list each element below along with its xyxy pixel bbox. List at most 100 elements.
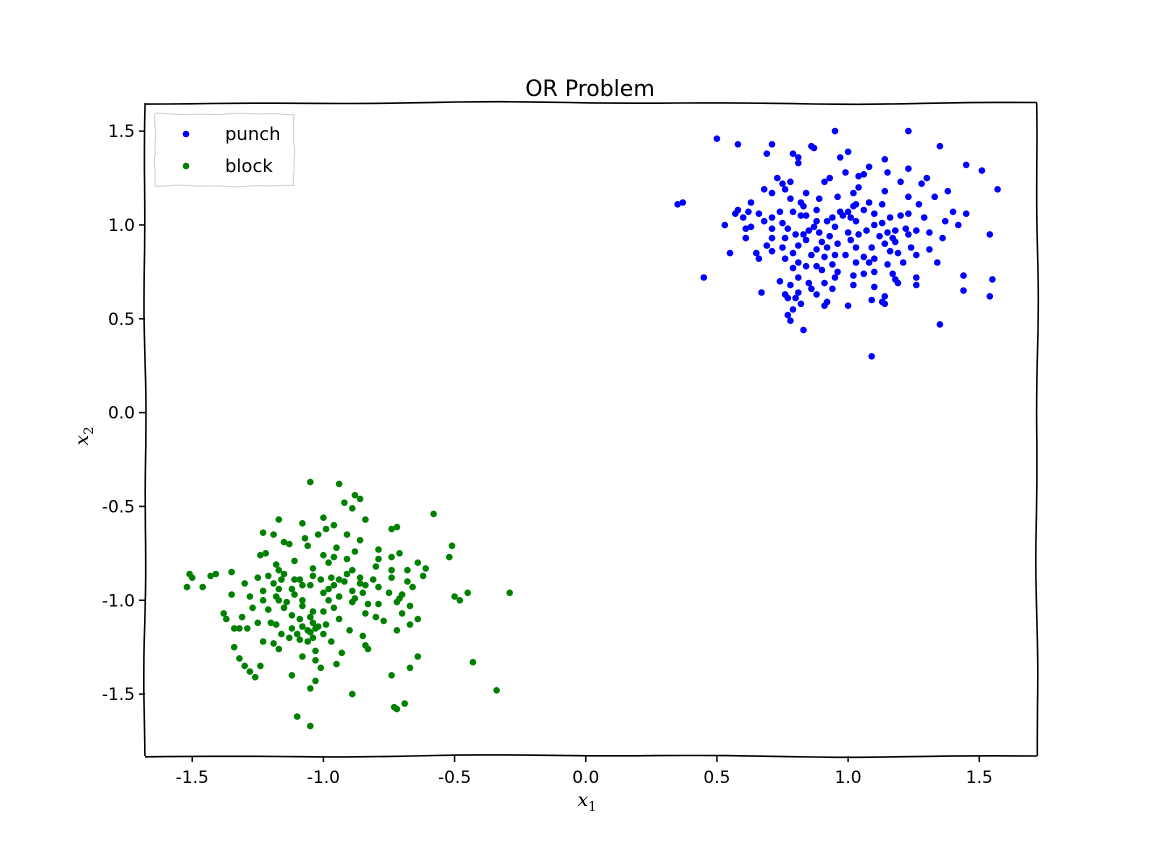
block-point (265, 606, 272, 613)
punch-point (753, 249, 760, 257)
block-point (493, 687, 500, 694)
block-point (419, 572, 427, 580)
punch-point (926, 229, 933, 236)
punch-point (960, 272, 967, 279)
punch-point (907, 244, 915, 251)
block-point (280, 538, 288, 546)
x-tick-label: -1.0 (307, 768, 340, 788)
punch-point (852, 244, 860, 251)
punch-point (792, 294, 799, 302)
punch-point (823, 217, 831, 225)
punch-point (871, 268, 878, 276)
punch-point (831, 223, 839, 231)
block-point (280, 604, 288, 612)
block-point (388, 553, 395, 561)
punch-point (821, 253, 828, 261)
punch-point (886, 247, 894, 255)
punch-point (881, 293, 889, 300)
punch-point (868, 244, 875, 251)
punch-point (826, 232, 833, 240)
punch-point (679, 199, 687, 206)
punch-point (776, 208, 784, 216)
punch-point (747, 199, 755, 206)
punch-point (795, 154, 802, 161)
punch-point (860, 171, 868, 178)
punch-point (789, 306, 797, 313)
punch-point (813, 246, 820, 253)
legend-marker-block (182, 162, 190, 170)
block-point (325, 585, 332, 593)
block-point (312, 625, 319, 632)
block-point (280, 570, 288, 578)
block-point (220, 610, 227, 617)
block-point (406, 664, 414, 672)
block-point (388, 672, 395, 679)
punch-point (844, 229, 852, 236)
block-point (364, 600, 372, 608)
block-point (380, 617, 388, 625)
punch-point (913, 281, 920, 289)
punch-point (960, 287, 967, 294)
punch-point (760, 186, 768, 193)
block-point (293, 713, 301, 720)
block-point (241, 662, 248, 670)
punch-point (852, 217, 860, 225)
punch-point (834, 268, 841, 276)
punch-point (742, 234, 750, 242)
punch-point (868, 353, 875, 360)
block-point (375, 600, 382, 608)
block-point (375, 555, 382, 563)
punch-point (776, 278, 784, 285)
punch-point (823, 298, 831, 306)
punch-point (834, 240, 841, 247)
x-tick-label: -0.5 (438, 768, 471, 788)
punch-point (758, 289, 765, 296)
punch-point (884, 169, 891, 176)
punch-point (868, 296, 875, 304)
punch-point (795, 242, 802, 249)
block-point (343, 570, 351, 578)
punch-point (734, 141, 742, 148)
block-point (401, 700, 409, 707)
block-point (325, 559, 332, 566)
block-point (322, 621, 330, 628)
block-point (320, 589, 327, 597)
block-point (320, 551, 327, 559)
block-point (228, 591, 235, 598)
punch-point (931, 193, 938, 201)
block-point (328, 574, 335, 581)
punch-point (813, 206, 820, 214)
punch-point (831, 127, 839, 135)
block-point (356, 580, 364, 587)
punch-point (784, 311, 792, 319)
punch-point (787, 195, 794, 202)
block-point (301, 535, 309, 542)
x-axis-label: x1 (578, 789, 597, 815)
punch-point (844, 208, 852, 216)
block-point (249, 604, 256, 612)
block-point (299, 623, 306, 630)
punch-point (779, 244, 786, 251)
punch-point (815, 195, 823, 202)
punch-point (936, 321, 944, 328)
block-point (349, 587, 356, 595)
block-point (330, 581, 338, 589)
block-point (309, 608, 317, 615)
punch-point (884, 261, 891, 268)
punch-point (787, 178, 794, 186)
punch-point (726, 249, 734, 257)
block-point (320, 608, 327, 615)
punch-point (865, 199, 873, 206)
block-point (286, 634, 293, 642)
block-point (341, 499, 348, 507)
block-point (270, 531, 277, 538)
y-tick-label: -1.5 (102, 685, 135, 705)
block-point (451, 593, 458, 600)
block-point (309, 619, 317, 627)
punch-point (871, 221, 878, 229)
punch-point (818, 266, 826, 274)
punch-point (881, 187, 889, 195)
punch-point (797, 300, 805, 308)
block-point (270, 580, 277, 587)
punch-point (742, 225, 750, 232)
